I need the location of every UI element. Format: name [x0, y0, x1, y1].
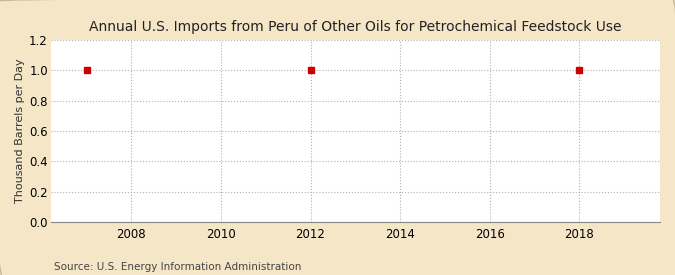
Text: Source: U.S. Energy Information Administration: Source: U.S. Energy Information Administ… — [54, 262, 301, 272]
Y-axis label: Thousand Barrels per Day: Thousand Barrels per Day — [15, 59, 25, 203]
Title: Annual U.S. Imports from Peru of Other Oils for Petrochemical Feedstock Use: Annual U.S. Imports from Peru of Other O… — [89, 21, 622, 34]
